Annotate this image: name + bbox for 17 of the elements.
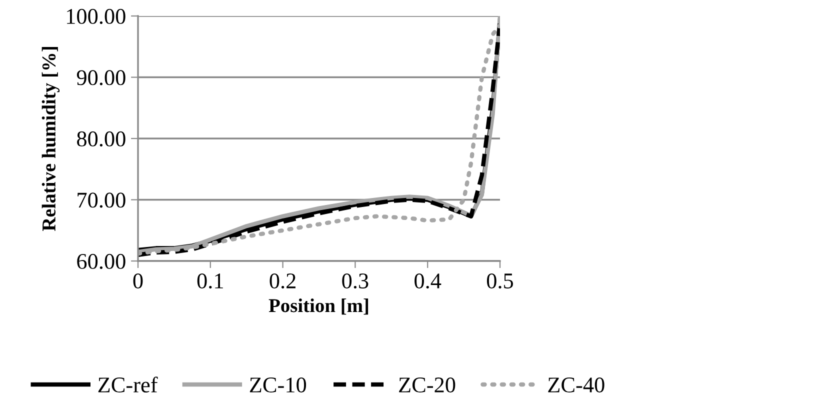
x-tick-label: 0.2 (270, 273, 296, 289)
x-axis-title: Position [m] (268, 298, 368, 315)
y-tick-label: 80.00 (77, 131, 126, 147)
x-tick-label: 0.1 (197, 273, 223, 289)
x-tick-label: 0.3 (342, 273, 368, 289)
x-tick-label: 0 (133, 273, 143, 288)
y-tick-label: 70.00 (78, 192, 126, 208)
legend-label: ZC-10 (250, 377, 306, 392)
y-axis-title: Relative humidity [%] (42, 47, 60, 232)
legend-label: ZC-40 (548, 377, 604, 392)
y-tick-label: 60.00 (77, 254, 126, 270)
legend-label: ZC-ref (98, 376, 158, 392)
y-tick-label: 90.00 (76, 70, 126, 86)
y-tick-label: 100.00 (67, 8, 126, 24)
x-tick-label: 0.4 (414, 273, 442, 289)
x-tick-label: 0.5 (486, 273, 514, 289)
legend-label: ZC-20 (399, 377, 456, 392)
